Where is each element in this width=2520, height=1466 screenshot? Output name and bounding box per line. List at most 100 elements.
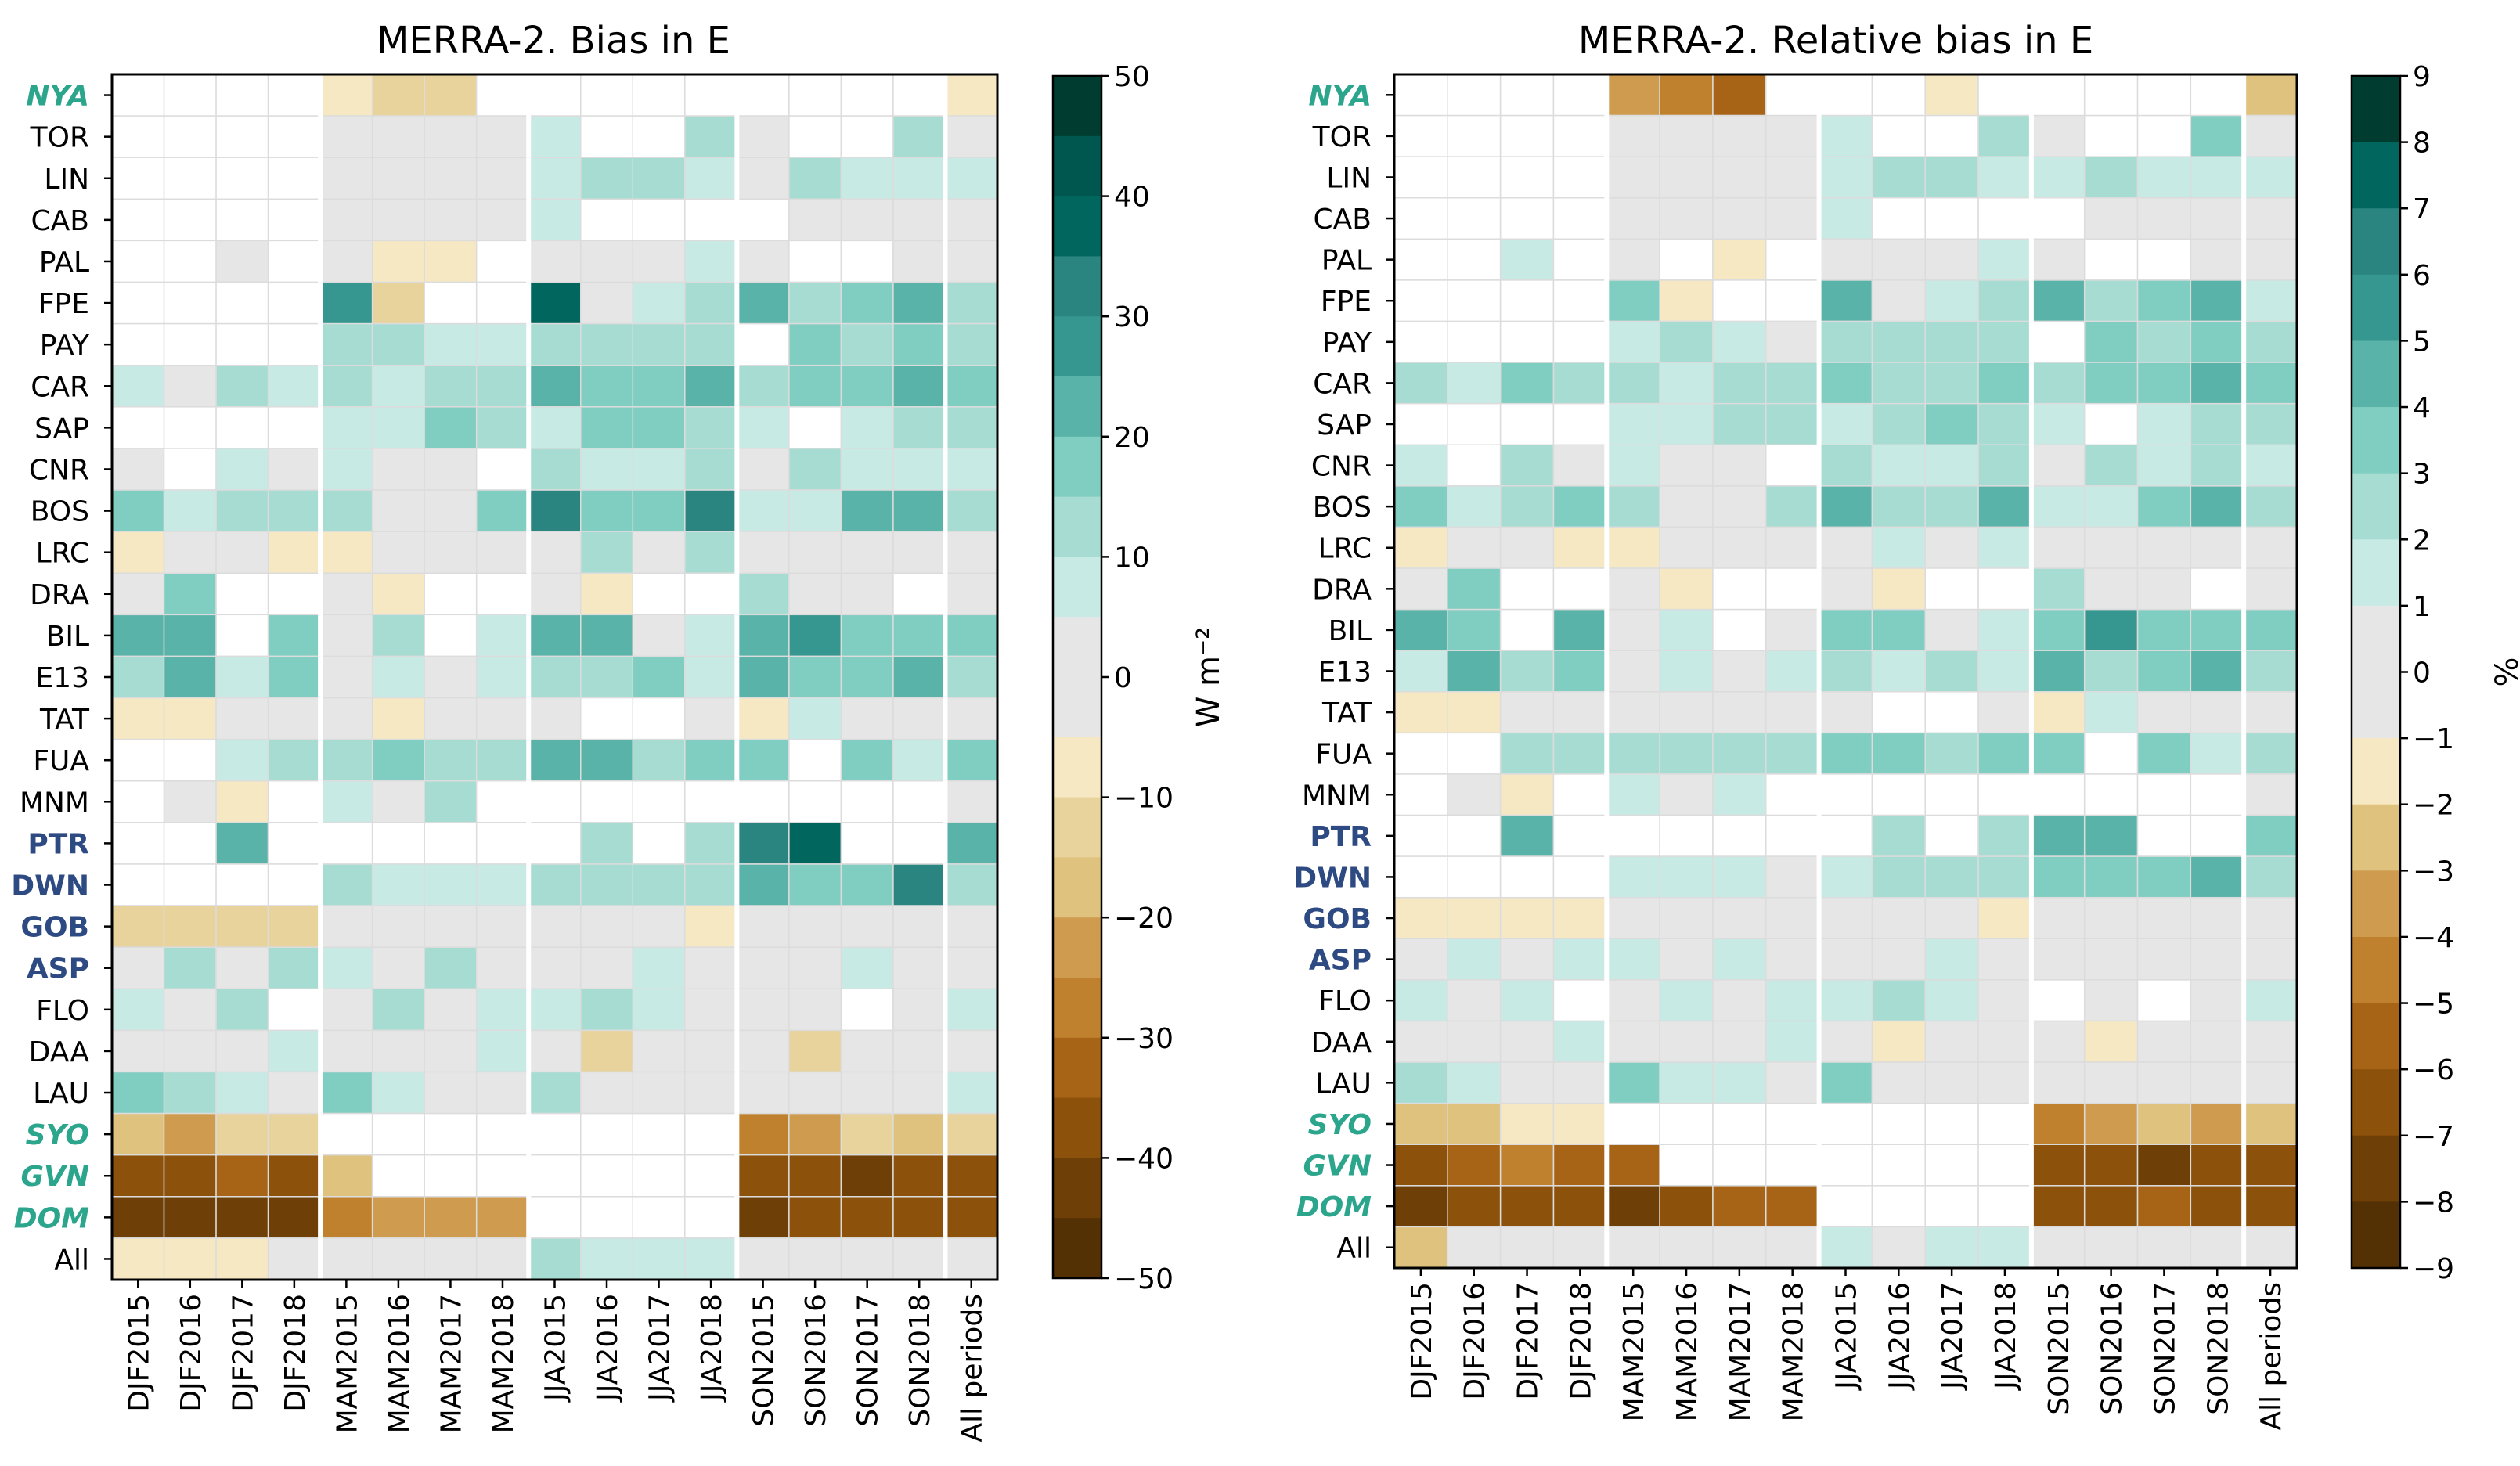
- heatmap-cell: [788, 1029, 842, 1073]
- heatmap-cell: [788, 281, 842, 325]
- heatmap-cell: [1552, 485, 1608, 528]
- row-label: FLO: [36, 995, 89, 1027]
- bias-panel: MERRA-2. Bias in E NYA TOR LIN CAB PAL FPE PAY…: [11, 19, 1227, 1443]
- heatmap-cell: [1552, 896, 1608, 940]
- colorbar-tick-label: 0: [2413, 657, 2431, 690]
- heatmap-cell: [892, 1112, 946, 1156]
- column-label: SON2015: [2043, 1282, 2075, 1415]
- heatmap-cell: [1924, 1102, 1979, 1145]
- heatmap-cell: [684, 281, 738, 325]
- heatmap-cell: [2243, 855, 2298, 899]
- heatmap-cell: [1606, 238, 1660, 281]
- heatmap-cell: [1977, 1144, 2032, 1187]
- heatmap-cell: [2083, 896, 2139, 940]
- heatmap-cell: [944, 1237, 998, 1280]
- column-label: MAM2018: [488, 1294, 520, 1433]
- heatmap-cell: [1606, 114, 1660, 157]
- heatmap-cell: [215, 863, 269, 906]
- heatmap-cell: [1977, 402, 2032, 446]
- heatmap-cell: [892, 489, 946, 532]
- row-label: LRC: [1318, 533, 1372, 565]
- heatmap-cell: [371, 448, 425, 491]
- heatmap-cell: [1871, 1020, 1926, 1063]
- heatmap-cell: [1871, 156, 1926, 199]
- heatmap-cell: [580, 1029, 634, 1073]
- heatmap-cell: [1606, 979, 1660, 1022]
- heatmap-cell: [528, 240, 582, 283]
- heatmap-cell: [1606, 320, 1660, 363]
- heatmap-cell: [2190, 402, 2244, 446]
- heatmap-cell: [580, 572, 634, 616]
- heatmap-cell: [371, 364, 425, 408]
- heatmap-cell: [1712, 362, 1767, 405]
- heatmap-cell: [1393, 1020, 1448, 1063]
- heatmap-cell: [1499, 1185, 1555, 1228]
- relative-bias-chart-title: MERRA-2. Relative bias in E: [1578, 19, 2093, 63]
- heatmap-cell: [580, 448, 634, 491]
- heatmap-cell: [1765, 938, 1820, 981]
- heatmap-cell: [1552, 773, 1608, 816]
- heatmap-cell: [371, 531, 425, 574]
- heatmap-cell: [267, 697, 321, 740]
- heatmap-cell: [424, 697, 478, 740]
- heatmap-cell: [736, 738, 790, 782]
- heatmap-cell: [319, 1196, 373, 1239]
- heatmap-cell: [215, 697, 269, 740]
- heatmap-cell: [1924, 197, 1979, 240]
- heatmap-cell: [267, 281, 321, 325]
- colorbar-segment: [1053, 256, 1101, 317]
- heatmap-cell: [944, 115, 998, 158]
- colorbar-tick-label: −7: [2413, 1121, 2454, 1153]
- row-label: ASP: [27, 953, 89, 985]
- heatmap-cell: [1924, 1185, 1979, 1228]
- heatmap-cell: [892, 364, 946, 408]
- heatmap-cell: [2136, 526, 2192, 569]
- heatmap-cell: [2031, 1061, 2086, 1104]
- heatmap-cell: [163, 157, 217, 200]
- heatmap-cell: [684, 572, 738, 616]
- heatmap-cell: [1393, 608, 1448, 651]
- heatmap-cell: [1765, 896, 1820, 940]
- heatmap-cell: [1765, 732, 1820, 775]
- heatmap-cell: [1606, 1061, 1660, 1104]
- heatmap-cell: [840, 946, 894, 990]
- heatmap-cell: [1712, 1102, 1767, 1145]
- heatmap-cell: [2083, 1226, 2139, 1269]
- heatmap-cell: [163, 655, 217, 699]
- heatmap-cell: [1871, 1061, 1926, 1104]
- heatmap-cell: [1977, 691, 2032, 734]
- heatmap-cell: [892, 1237, 946, 1280]
- heatmap-cell: [1977, 238, 2032, 281]
- heatmap-cell: [371, 780, 425, 823]
- heatmap-cell: [1712, 938, 1767, 981]
- column-label: JJA2017: [644, 1294, 676, 1403]
- heatmap-cell: [267, 1112, 321, 1156]
- colorbar-segment: [2352, 738, 2400, 805]
- heatmap-cell: [1447, 1020, 1502, 1063]
- heatmap-cell: [371, 572, 425, 616]
- heatmap-cell: [475, 1237, 529, 1280]
- heatmap-cell: [528, 1071, 582, 1115]
- heatmap-cell: [2190, 320, 2244, 363]
- heatmap-cell: [632, 1071, 686, 1115]
- heatmap-cell: [1447, 1185, 1502, 1228]
- colorbar-tick-label: 6: [2413, 260, 2431, 292]
- heatmap-cell: [1606, 1020, 1660, 1063]
- heatmap-cell: [1818, 567, 1873, 611]
- heatmap-cell: [2031, 402, 2086, 446]
- heatmap-cell: [1659, 320, 1714, 363]
- colorbar-segment: [2352, 605, 2400, 672]
- heatmap-cell: [424, 406, 478, 449]
- heatmap-cell: [1924, 485, 1979, 528]
- heatmap-cell: [2083, 485, 2139, 528]
- heatmap-cell: [736, 240, 790, 283]
- row-label: DWN: [11, 870, 89, 902]
- heatmap-cell: [2031, 444, 2086, 487]
- row-label: LIN: [1326, 162, 1372, 194]
- heatmap-cell: [1818, 1020, 1873, 1063]
- row-label: CAR: [1313, 368, 1372, 400]
- heatmap-cell: [1447, 279, 1502, 322]
- heatmap-cell: [215, 780, 269, 823]
- heatmap-cell: [2136, 74, 2192, 117]
- heatmap-cell: [111, 281, 165, 325]
